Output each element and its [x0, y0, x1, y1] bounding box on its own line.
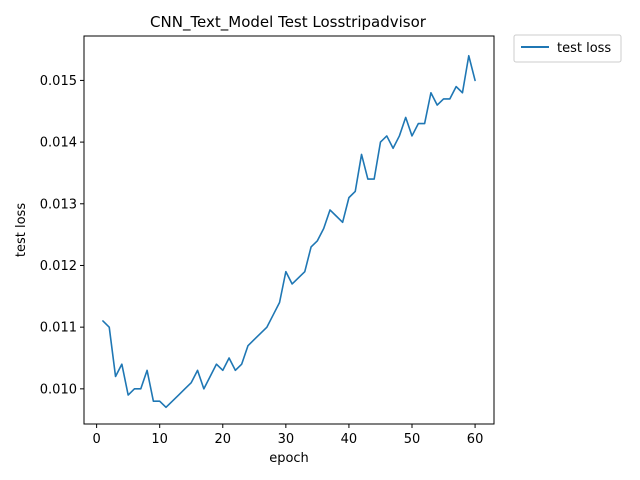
- data-point: [265, 326, 268, 329]
- data-point: [392, 147, 395, 150]
- series-layer: [101, 54, 477, 409]
- y-tick-label: 0.010: [40, 382, 77, 397]
- data-point: [335, 215, 338, 218]
- data-point: [404, 116, 407, 119]
- data-point: [284, 270, 287, 273]
- y-tick-label: 0.014: [40, 136, 77, 151]
- data-point: [127, 394, 130, 397]
- data-point: [329, 208, 332, 211]
- x-axis-label: epoch: [269, 451, 309, 466]
- data-point: [133, 387, 136, 390]
- legend-box: [513, 34, 622, 63]
- data-point: [259, 332, 262, 335]
- legend-label-test-loss: test loss: [557, 41, 611, 56]
- data-point: [347, 196, 350, 199]
- data-point: [209, 375, 212, 378]
- data-point: [398, 134, 401, 137]
- data-point: [366, 178, 369, 181]
- series-line-test-loss: [102, 54, 476, 409]
- data-point: [272, 313, 275, 316]
- data-point: [247, 344, 250, 347]
- data-point: [448, 97, 451, 100]
- data-point: [474, 79, 477, 82]
- data-point: [165, 406, 168, 409]
- data-point: [316, 239, 319, 242]
- data-point: [152, 400, 155, 403]
- data-point: [303, 270, 306, 273]
- data-point: [385, 134, 388, 137]
- data-point: [108, 326, 111, 329]
- data-point: [234, 369, 237, 372]
- data-point: [436, 104, 439, 107]
- data-point: [202, 387, 205, 390]
- data-point: [196, 369, 199, 372]
- data-point: [467, 54, 470, 57]
- data-point: [429, 91, 432, 94]
- data-point: [190, 381, 193, 384]
- y-tick-label: 0.011: [40, 321, 77, 336]
- data-point: [120, 363, 123, 366]
- data-point: [379, 141, 382, 144]
- y-axis-ticks: 0.010 0.011 0.012 0.013 0.014 0.015: [40, 74, 84, 397]
- data-point: [310, 245, 313, 248]
- data-point: [158, 400, 161, 403]
- data-point: [417, 122, 420, 125]
- x-tick-label: 30: [278, 432, 295, 447]
- x-tick-label: 10: [151, 432, 168, 447]
- plot-frame: [83, 35, 495, 425]
- y-tick-label: 0.012: [40, 259, 77, 274]
- data-point: [183, 387, 186, 390]
- x-tick-label: 20: [214, 432, 231, 447]
- data-point: [146, 369, 149, 372]
- data-point: [171, 400, 174, 403]
- x-tick-label: 50: [404, 432, 421, 447]
- x-tick-label: 40: [341, 432, 358, 447]
- data-point: [297, 276, 300, 279]
- y-axis-label: test loss: [14, 203, 29, 257]
- data-point: [228, 357, 231, 360]
- data-point: [139, 387, 142, 390]
- data-point: [455, 85, 458, 88]
- y-tick-label: 0.015: [40, 74, 77, 89]
- data-point: [253, 338, 256, 341]
- data-point: [341, 221, 344, 224]
- data-point: [114, 375, 117, 378]
- data-point: [101, 319, 104, 322]
- data-point: [411, 134, 414, 137]
- data-point: [215, 363, 218, 366]
- plot-area: 0 10 20 30 40 50 60 0.0100.0110.0120.0130.0140…: [40, 35, 495, 447]
- x-tick-label: 60: [467, 432, 484, 447]
- data-point: [291, 282, 294, 285]
- legend: test loss: [513, 34, 622, 63]
- y-tick-label: 0.013: [40, 197, 77, 212]
- data-point: [177, 394, 180, 397]
- data-point: [461, 91, 464, 94]
- data-point: [278, 301, 281, 304]
- chart-title: CNN_Text_Model Test Losstripadvisor: [150, 13, 427, 32]
- data-point: [221, 369, 224, 372]
- x-axis-ticks: 0 10 20 30 40 50 60: [92, 424, 483, 447]
- data-point: [322, 227, 325, 230]
- data-point: [373, 178, 376, 181]
- x-tick-label: 0: [92, 432, 100, 447]
- data-point: [423, 122, 426, 125]
- data-point: [360, 153, 363, 156]
- data-point: [354, 190, 357, 193]
- data-point: [442, 97, 445, 100]
- data-point: [240, 363, 243, 366]
